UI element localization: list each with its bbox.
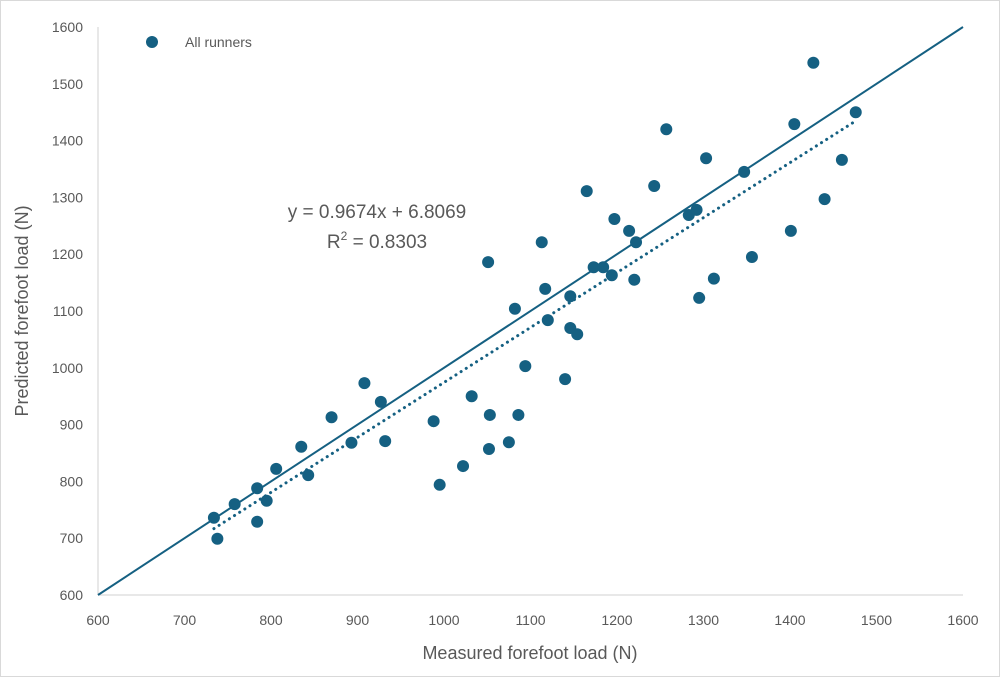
data-point — [345, 436, 358, 449]
data-point — [483, 408, 496, 421]
x-tick-label: 1600 — [947, 612, 978, 628]
y-tick-label: 600 — [60, 587, 84, 603]
data-point — [605, 269, 618, 282]
data-point — [630, 236, 643, 249]
x-tick-label: 1100 — [515, 612, 545, 628]
data-point — [358, 377, 371, 390]
data-point — [745, 251, 758, 264]
x-tick-label: 1000 — [428, 612, 459, 628]
y-tick-label: 1100 — [53, 303, 83, 319]
data-point — [295, 440, 308, 453]
data-point — [700, 152, 713, 165]
data-point — [587, 261, 600, 274]
data-point — [660, 123, 673, 136]
data-point — [571, 328, 584, 341]
data-point — [818, 193, 831, 206]
r-squared-label: R — [327, 232, 341, 253]
y-tick-label: 1200 — [52, 246, 83, 262]
data-point — [690, 203, 703, 216]
y-tick-label: 700 — [60, 530, 84, 546]
data-point — [374, 395, 387, 408]
data-point — [559, 373, 572, 386]
x-tick-label: 600 — [86, 612, 110, 628]
data-point — [508, 302, 521, 315]
data-points — [207, 56, 862, 545]
x-tick-label: 700 — [173, 612, 197, 628]
y-tick-label: 1300 — [52, 189, 83, 205]
data-point — [738, 165, 751, 178]
data-point — [597, 261, 610, 274]
data-point — [482, 256, 495, 269]
data-point — [457, 460, 470, 473]
data-point — [807, 56, 820, 69]
trend-lines — [97, 26, 964, 596]
data-point — [835, 153, 848, 166]
y-tick-label: 1600 — [52, 19, 83, 35]
y-axis-ticks: 600 700 800 900 1000 1100 1200 1300 1400 1500 1600 — [52, 19, 83, 603]
data-point — [465, 390, 478, 403]
data-point — [433, 478, 446, 491]
x-axis-title: Measured forefoot load (N) — [422, 643, 637, 663]
x-tick-label: 1200 — [601, 612, 632, 628]
data-point — [519, 360, 532, 373]
data-point — [623, 224, 636, 237]
data-point — [251, 515, 264, 528]
data-point — [693, 291, 706, 304]
data-point — [707, 272, 720, 285]
legend: All runners — [146, 34, 252, 50]
data-point — [251, 482, 264, 495]
data-point — [628, 273, 641, 286]
y-axis-title: Predicted forefoot load (N) — [12, 205, 32, 416]
y-tick-label: 1400 — [52, 133, 83, 149]
x-tick-label: 1500 — [861, 612, 892, 628]
data-point — [502, 436, 515, 449]
trendline-equation: y = 0.9674x + 6.8069 R2 = 0.8303 — [288, 202, 467, 253]
r-squared-superscript: 2 — [341, 229, 348, 243]
equation-text: y = 0.9674x + 6.8069 — [288, 202, 467, 223]
data-point — [788, 118, 801, 131]
r-squared-text: R2 = 0.8303 — [327, 229, 427, 253]
data-point — [608, 212, 621, 225]
data-point — [270, 462, 283, 475]
r-squared-value: = 0.8303 — [347, 232, 427, 253]
data-point — [535, 236, 548, 249]
data-point — [302, 469, 315, 482]
data-point — [539, 282, 552, 295]
data-point — [260, 494, 273, 507]
data-point — [541, 314, 554, 327]
x-tick-label: 1300 — [688, 612, 719, 628]
y-tick-label: 1000 — [52, 360, 83, 376]
data-point — [784, 224, 797, 237]
y-tick-label: 1500 — [52, 76, 83, 92]
x-axis-ticks: 600 700 800 900 1000 1100 1200 1300 1400 1500 1600 — [86, 612, 978, 628]
x-tick-label: 1400 — [774, 612, 805, 628]
identity-line — [97, 26, 964, 596]
data-point — [482, 443, 495, 456]
data-point — [211, 532, 224, 545]
data-point — [512, 408, 525, 421]
x-tick-label: 900 — [346, 612, 370, 628]
data-point — [849, 106, 862, 119]
y-tick-label: 800 — [60, 473, 84, 489]
legend-marker-icon — [146, 36, 158, 48]
data-point — [228, 498, 241, 511]
x-tick-label: 800 — [259, 612, 283, 628]
data-point — [580, 185, 593, 198]
data-point — [564, 290, 577, 303]
data-point — [325, 411, 338, 424]
data-point — [427, 415, 440, 428]
y-tick-label: 900 — [60, 417, 84, 433]
data-point — [207, 511, 220, 524]
data-point — [648, 180, 661, 193]
legend-label: All runners — [185, 34, 252, 50]
data-point — [379, 435, 392, 448]
trendline-dotted — [212, 119, 858, 531]
